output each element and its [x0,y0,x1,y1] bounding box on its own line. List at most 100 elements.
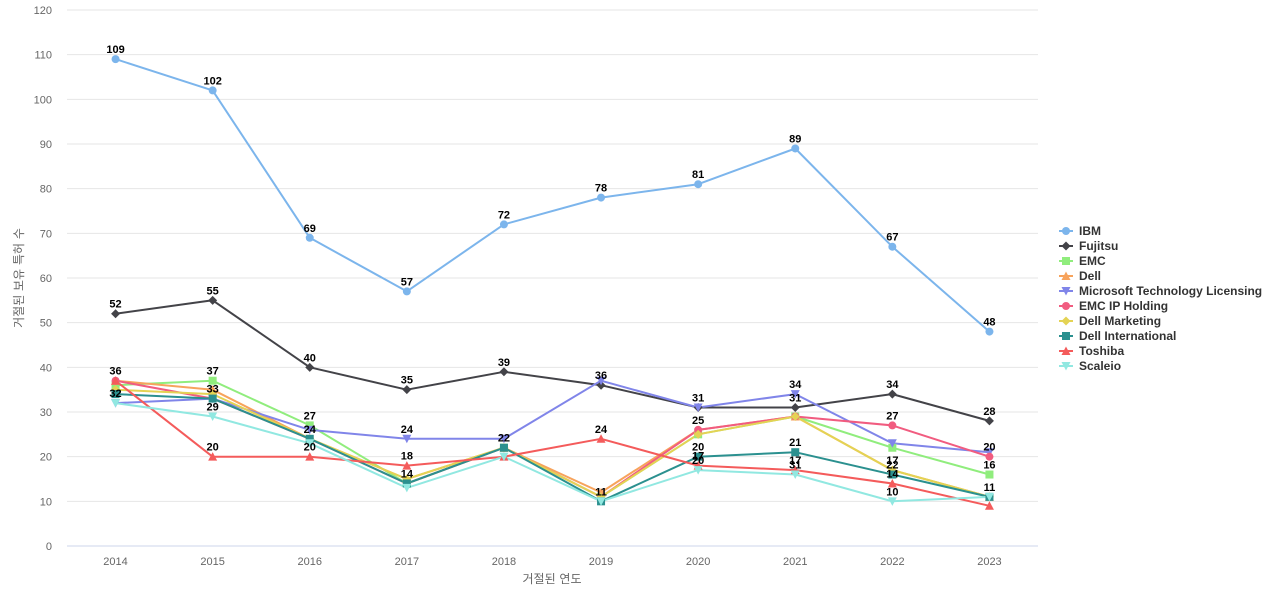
data-label: 31 [789,460,801,472]
data-label: 34 [789,379,802,391]
legend-marker [1062,227,1070,235]
data-point [305,434,314,443]
legend-marker [1061,346,1071,355]
data-point [208,86,217,95]
legend-label: Microsoft Technology Licensing [1079,284,1262,298]
data-point [596,497,606,506]
data-label: 20 [692,455,704,467]
x-tick-label: 2015 [200,556,224,568]
data-point [888,242,897,251]
x-tick-label: 2014 [103,556,127,568]
data-point [985,470,994,479]
legend-label: EMC IP Holding [1079,299,1168,313]
data-point [402,461,412,470]
data-label: 36 [595,370,607,382]
y-tick-label: 60 [40,273,52,285]
data-point [693,466,703,475]
legend-marker [1062,257,1070,265]
data-label: 16 [983,460,995,472]
data-point [499,434,509,444]
data-point [693,429,703,439]
x-tick-label: 2017 [395,556,419,568]
data-label: 55 [207,285,219,297]
y-axis-ticks: 0 10 20 30 40 50 60 70 80 90 100 110 120 [34,5,52,553]
legend-label: IBM [1079,224,1101,238]
data-point [402,385,412,395]
legend-item[interactable]: Microsoft Technology Licensing [1059,284,1262,298]
data-point [791,448,800,457]
data-point [208,385,218,394]
data-point [984,416,994,426]
data-label: 10 [886,486,898,498]
data-label: 102 [203,75,221,87]
y-tick-label: 20 [40,452,52,464]
data-label: 20 [304,442,316,454]
y-tick-label: 50 [40,318,52,330]
data-point [887,497,897,506]
series-line [115,299,990,422]
data-label: 25 [692,415,704,427]
data-label: 11 [595,486,607,498]
legend-item[interactable]: Scaleio [1059,359,1121,373]
data-point [499,452,509,462]
series-line [115,402,990,503]
legend-item[interactable]: Dell Marketing [1059,314,1161,328]
data-label: 27 [304,410,316,422]
data-label: 35 [401,375,413,387]
legend-label: Dell Marketing [1079,314,1161,328]
legend-item[interactable]: EMC IP Holding [1059,299,1168,313]
data-label: 109 [106,44,124,56]
data-label: 34 [886,379,899,391]
data-label: 20 [207,442,219,454]
data-label: 81 [692,169,704,181]
data-label: 69 [304,223,316,235]
data-label: 33 [207,384,219,396]
legend-item[interactable]: EMC [1059,254,1106,268]
legend-marker [1061,271,1071,280]
data-label: 40 [304,352,316,364]
legend-item[interactable]: Toshiba [1059,344,1124,358]
x-tick-label: 2019 [589,556,613,568]
legend-marker [1061,316,1071,326]
legend-label: Scaleio [1079,359,1121,373]
data-label: 48 [983,317,995,329]
data-label: 24 [595,424,608,436]
data-point [985,452,994,461]
data-label: 39 [498,357,510,369]
data-label: 29 [207,401,219,413]
y-tick-label: 110 [34,50,52,62]
series-line [115,58,991,333]
legend-item[interactable]: Fujitsu [1059,239,1118,253]
data-point [402,479,411,488]
legend-label: Fujitsu [1079,239,1118,253]
data-label: 27 [886,410,898,422]
data-point [694,180,703,189]
data-point [402,287,411,296]
data-label: 21 [789,437,801,449]
legend-item[interactable]: IBM [1059,224,1101,238]
data-point [888,421,897,430]
data-label: 37 [207,366,219,378]
series-line [114,379,990,507]
data-point [790,470,800,480]
data-point [499,367,509,377]
data-point [693,403,703,413]
legend-item[interactable]: Dell [1059,269,1101,283]
legend-item[interactable]: Dell International [1059,329,1176,343]
series-line [115,393,990,503]
x-tick-label: 2021 [783,556,807,568]
data-label: 18 [401,451,413,463]
data-label: 52 [109,299,121,311]
x-tick-label: 2022 [880,556,904,568]
data-point [499,443,508,452]
y-tick-label: 120 [34,5,52,17]
data-point [790,403,800,413]
data-label: 36 [109,366,121,378]
data-label: 24 [304,424,317,436]
data-point [305,233,314,242]
x-tick-label: 2018 [492,556,516,568]
data-label: 31 [692,393,704,405]
data-label: 24 [401,424,414,436]
data-label: 17 [886,455,898,467]
legend-marker [1062,332,1070,340]
